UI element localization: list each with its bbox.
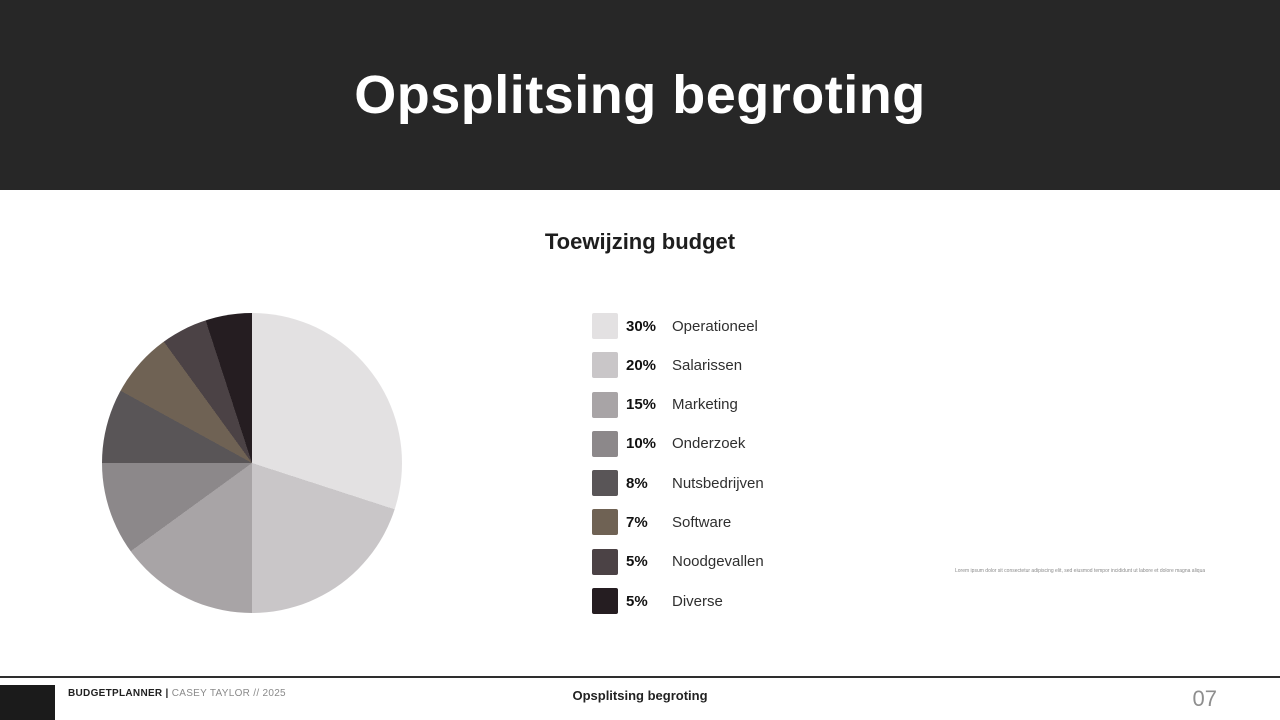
legend-item: 7% Software (592, 509, 764, 536)
fine-print-note: Lorem ipsum dolor sit consectetur adipis… (955, 568, 1205, 574)
legend-item: 5% Diverse (592, 588, 764, 615)
legend-percent: 7% (626, 513, 648, 531)
footer-slide-title: Opsplitsing begroting (572, 688, 708, 703)
legend-item: 10% Onderzoek (592, 430, 764, 457)
footer-brand-name: BUDGETPLANNER | (68, 688, 169, 699)
legend-label: Marketing (672, 396, 738, 414)
legend-label: Operationeel (672, 317, 758, 335)
footer-accent-block (0, 685, 55, 720)
legend-swatch (592, 430, 618, 457)
legend-percent: 5% (626, 592, 648, 610)
slide-header: Opsplitsing begroting (0, 0, 1280, 190)
legend-percent: 10% (626, 435, 657, 453)
legend-swatch (592, 509, 618, 536)
chart-title: Toewijzing budget (544, 229, 736, 254)
legend-item: 5% Noodgevallen (592, 548, 764, 575)
legend-percent: 5% (626, 553, 648, 571)
legend-label: Onderzoek (672, 435, 746, 453)
legend-item: 15% Marketing (592, 391, 764, 418)
legend-percent: 20% (626, 356, 657, 374)
legend-label: Noodgevallen (672, 553, 764, 571)
legend-swatch (592, 313, 618, 339)
legend-swatch (592, 352, 618, 379)
slide-title: Opsplitsing begroting (354, 65, 926, 125)
pie-chart (102, 313, 402, 613)
footer-divider (0, 676, 1280, 678)
legend-swatch (592, 391, 618, 418)
legend-label: Salarissen (672, 356, 743, 374)
page-number: 07 (1192, 686, 1217, 711)
legend-percent: 15% (626, 396, 657, 414)
legend-item: 20% Salarissen (592, 352, 764, 379)
legend-percent: 8% (626, 474, 648, 492)
legend-swatch (592, 470, 618, 497)
footer-brand: BUDGETPLANNER | CASEY TAYLOR // 2025 (68, 688, 286, 699)
legend-item: 30% Operationeel (592, 313, 764, 339)
legend-percent: 30% (626, 317, 657, 335)
legend-item: 8% Nutsbedrijven (592, 470, 764, 497)
legend-label: Software (672, 513, 732, 531)
chart-legend: 30% Operationeel 20% Salarissen 15% Mark… (592, 313, 764, 627)
legend-swatch (592, 588, 618, 615)
footer-brand-author: CASEY TAYLOR // 2025 (168, 688, 286, 699)
legend-label: Diverse (672, 592, 723, 610)
legend-swatch (592, 548, 618, 575)
legend-label: Nutsbedrijven (672, 474, 764, 492)
